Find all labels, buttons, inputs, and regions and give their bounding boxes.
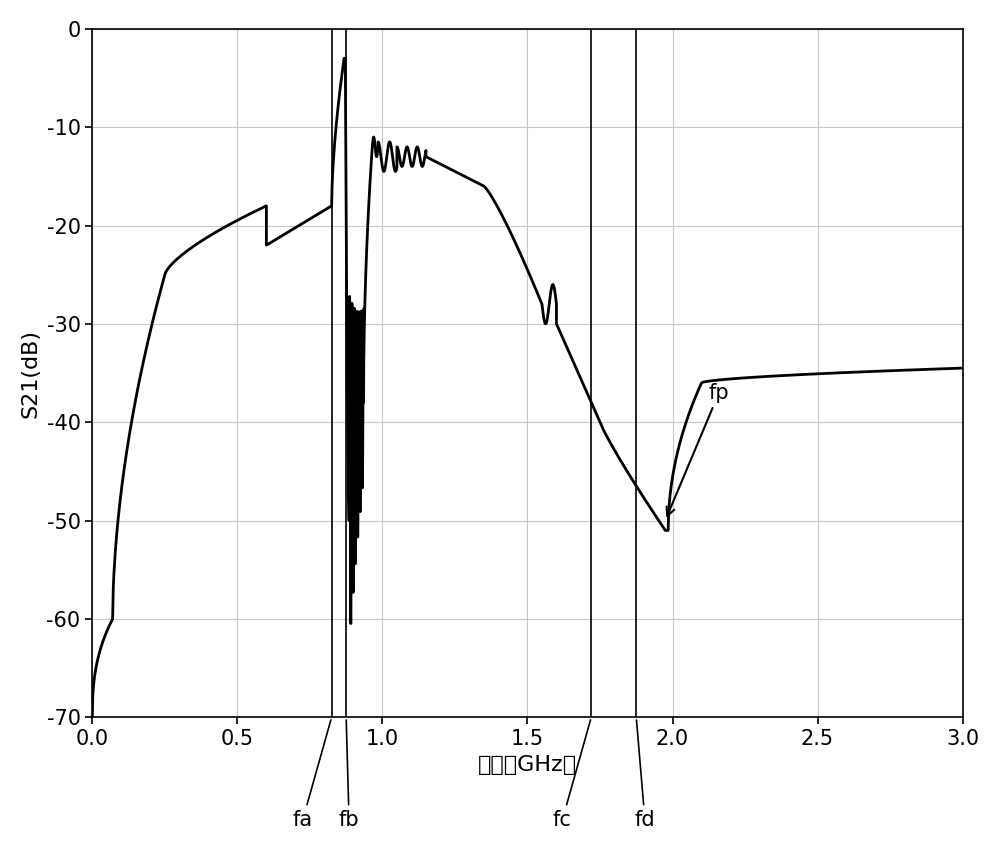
X-axis label: 頻率［GHz］: 頻率［GHz］ [478, 755, 577, 775]
Text: fb: fb [339, 720, 359, 830]
Text: fd: fd [635, 720, 655, 830]
Text: fp: fp [667, 382, 729, 516]
Text: fc: fc [553, 720, 591, 830]
Text: fa: fa [293, 720, 331, 830]
Y-axis label: S21(dB): S21(dB) [21, 328, 41, 418]
